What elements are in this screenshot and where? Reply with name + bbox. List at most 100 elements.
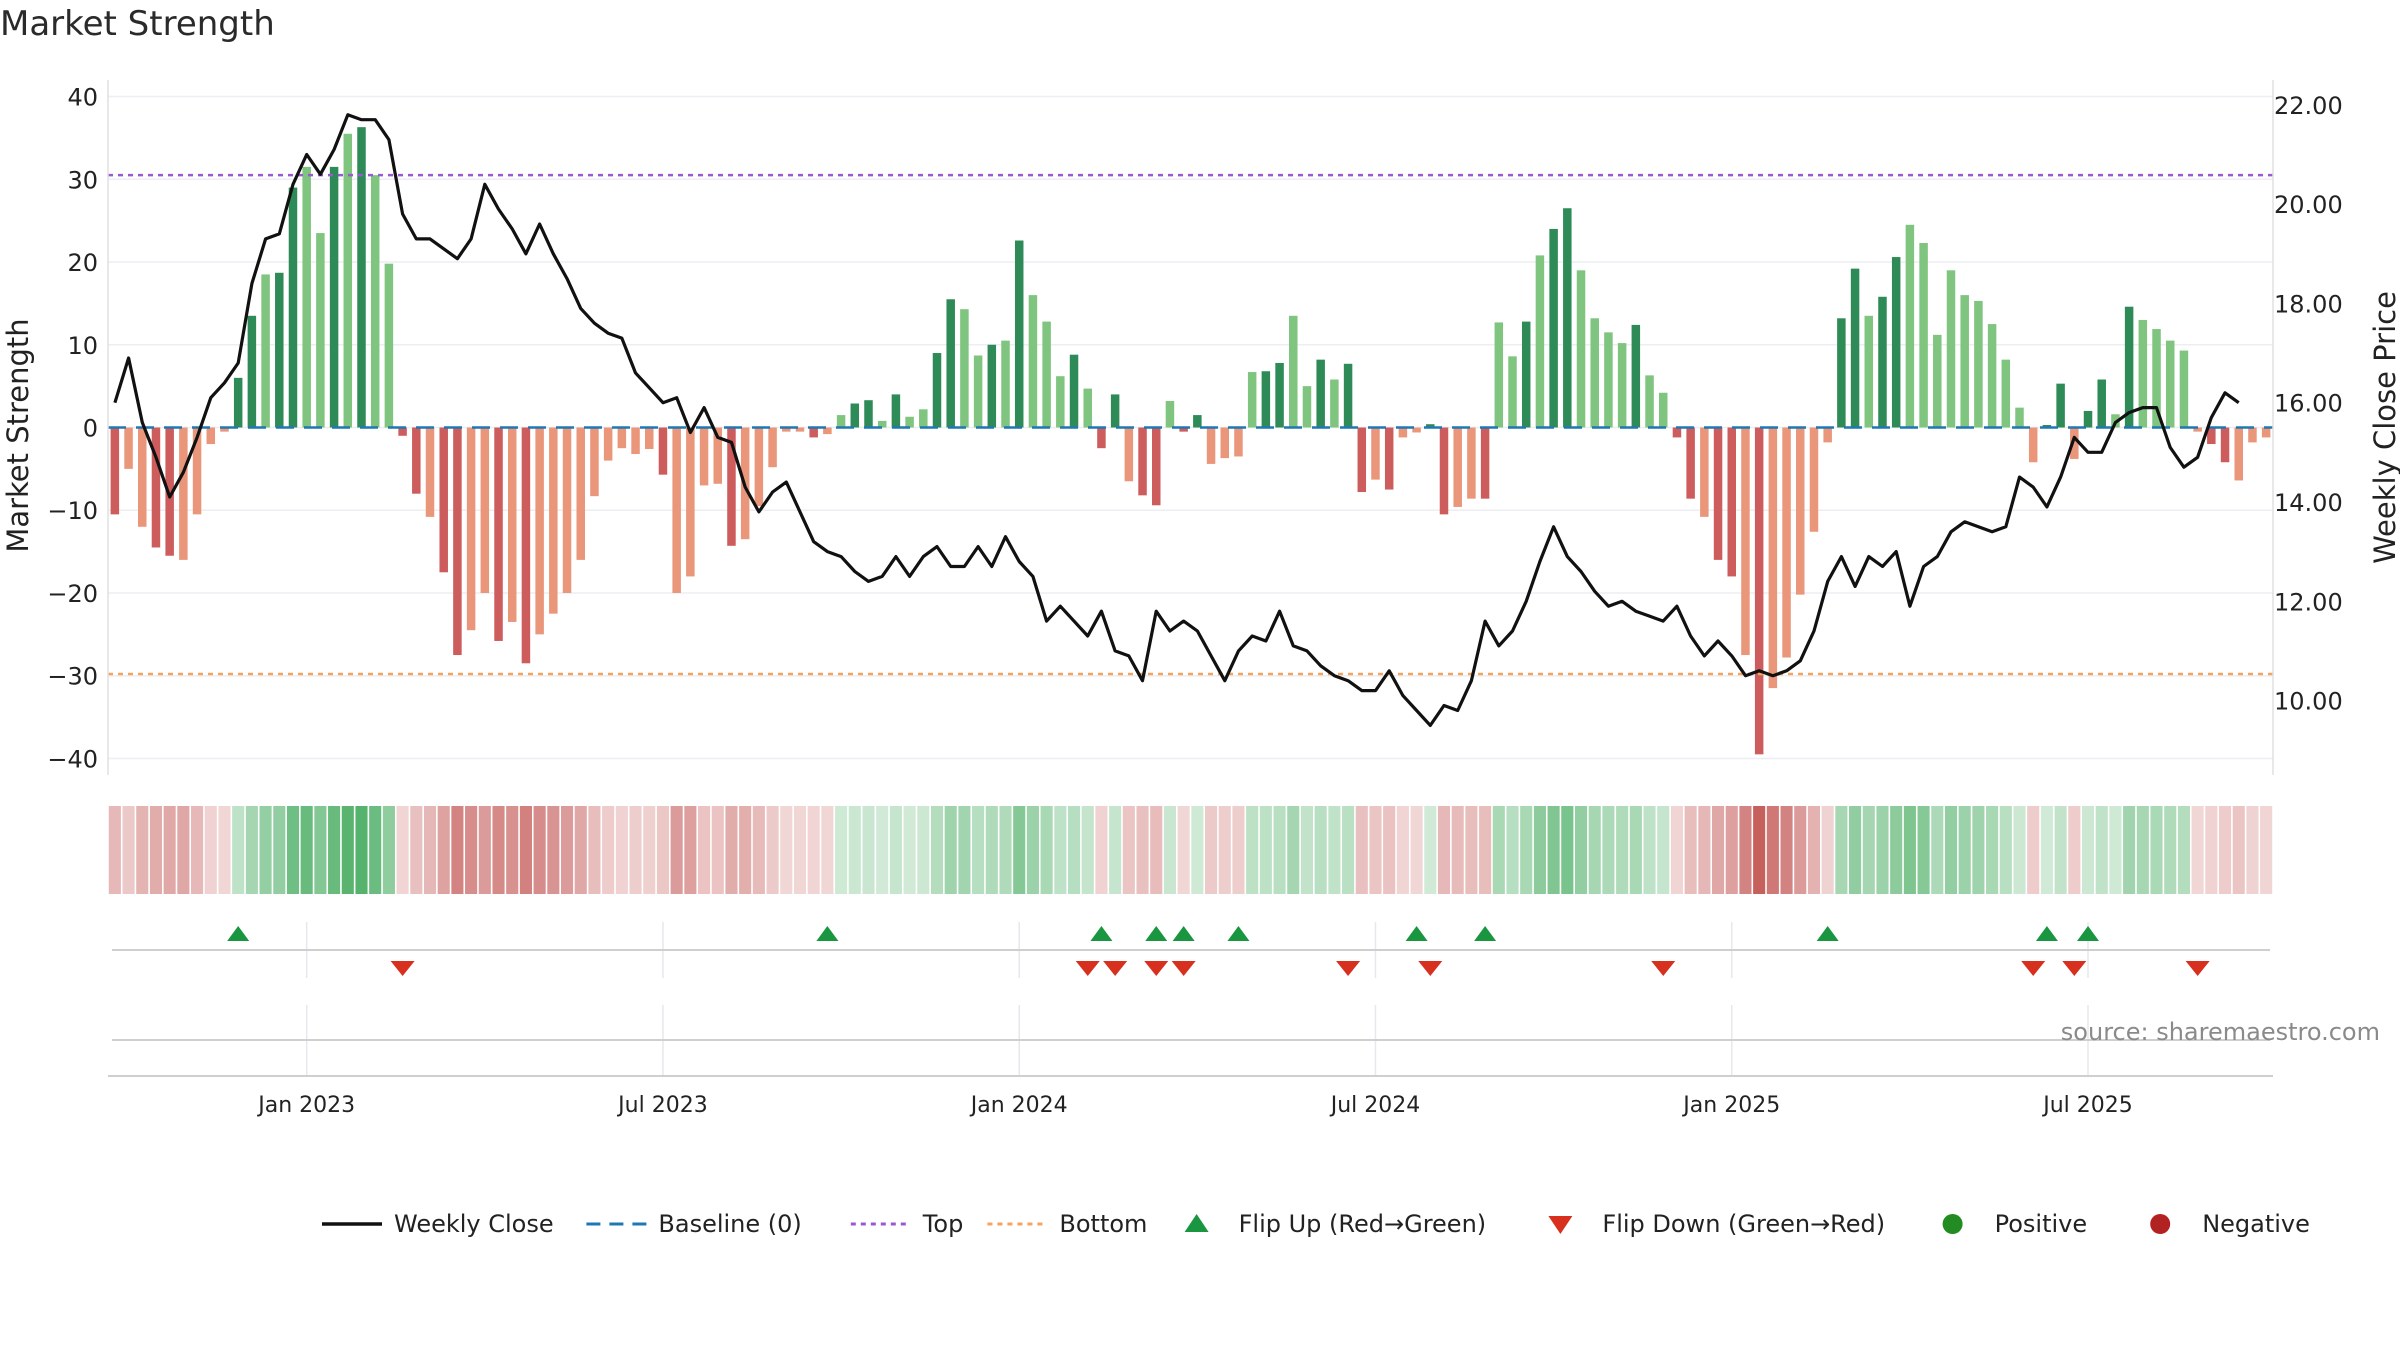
strength-bar: [864, 400, 873, 428]
heat-cell: [1437, 806, 1451, 894]
heat-cell: [1095, 806, 1108, 894]
heat-cell: [273, 806, 286, 894]
heat-cell: [1300, 806, 1314, 894]
heat-cell: [1067, 806, 1081, 894]
strength-bar: [713, 427, 723, 484]
heat-cell: [286, 806, 300, 894]
strength-bar: [590, 427, 599, 497]
strength-bar: [1617, 343, 1627, 428]
right-tick-label: 14.00: [2274, 489, 2343, 517]
right-tick-label: 16.00: [2274, 390, 2343, 418]
heat-cell: [369, 806, 382, 894]
strength-bar: [2193, 427, 2202, 432]
heat-cell: [780, 806, 793, 894]
strength-bar: [1631, 324, 1641, 428]
strength-bar: [494, 427, 503, 641]
strength-bar: [261, 274, 270, 428]
bottom-axis: Jan 2023 Jul 2023 Jan 2024 Jul 2024 Jan 2025…: [108, 1005, 2273, 1118]
heat-cell: [2095, 806, 2108, 894]
heat-cell: [492, 806, 505, 894]
heat-cell: [1629, 806, 1642, 894]
strength-bar: [1042, 321, 1051, 428]
strength-bar: [1220, 427, 1230, 459]
legend-label: Negative: [2202, 1210, 2310, 1238]
heat-cell: [1122, 806, 1135, 894]
left-tick-label: −20: [47, 580, 98, 608]
heat-cell: [2123, 806, 2136, 894]
strength-bar: [1658, 392, 1668, 428]
heat-cell: [2177, 806, 2190, 894]
legend-negative-swatch: [2150, 1214, 2171, 1234]
heat-cell: [1136, 806, 1149, 894]
heat-cell: [2054, 806, 2067, 894]
heat-cell: [752, 806, 765, 894]
strength-bar: [1193, 415, 1202, 428]
strength-bar: [1891, 257, 1901, 428]
strength-bar: [2015, 407, 2024, 428]
flip-up-marker: [1172, 926, 1195, 941]
heat-cell: [1026, 806, 1039, 894]
strength-bar: [1837, 318, 1846, 428]
heat-cell: [1410, 806, 1423, 894]
heat-cell: [1890, 806, 1903, 894]
legend-flip-up-swatch: [1184, 1214, 1209, 1232]
heat-cell: [2164, 806, 2177, 894]
heat-cell: [876, 806, 889, 894]
heat-cell: [958, 806, 971, 894]
strength-bar: [1590, 318, 1599, 428]
legend-label: Baseline (0): [658, 1210, 801, 1238]
heat-cell: [1986, 806, 1999, 894]
date-tick-label: Jan 2023: [256, 1093, 355, 1118]
strength-bar: [179, 427, 188, 560]
flip-down-marker: [1418, 961, 1443, 976]
heat-cell: [547, 806, 560, 894]
heat-cell: [1602, 806, 1615, 894]
date-tick-label: Jul 2025: [2041, 1093, 2133, 1118]
heat-cell: [2068, 806, 2081, 894]
strength-bar: [233, 377, 243, 428]
strength-bar: [1330, 379, 1339, 428]
heat-cell: [643, 806, 656, 894]
heat-cell: [766, 806, 779, 894]
heat-cell: [259, 806, 272, 894]
legend-label: Flip Down (Green→Red): [1602, 1210, 1885, 1238]
heat-cell: [1520, 806, 1533, 894]
flip-up-marker: [1227, 926, 1250, 941]
strength-bar: [1933, 334, 1942, 428]
heat-cell: [930, 806, 944, 894]
heat-cell: [1163, 806, 1176, 894]
legend-label: Positive: [1995, 1210, 2088, 1238]
heat-cell: [560, 806, 574, 894]
strength-bar: [1960, 295, 1969, 428]
strength-bar: [823, 427, 832, 435]
strength-bar: [165, 427, 174, 556]
strength-bar: [891, 394, 901, 428]
strength-bar: [1727, 427, 1736, 577]
strength-bar: [1028, 295, 1038, 428]
heat-cell: [1054, 806, 1067, 894]
strength-bar: [220, 427, 229, 432]
heat-cell: [1191, 806, 1204, 894]
heat-cell: [382, 806, 395, 894]
left-tick-label: 30: [67, 166, 98, 194]
heat-cell: [1479, 806, 1492, 894]
strength-bar: [1371, 427, 1380, 480]
heat-cell: [1383, 806, 1396, 894]
strength-bar: [1508, 356, 1517, 428]
heat-cell: [1150, 806, 1163, 894]
strength-bar: [1672, 427, 1682, 438]
heat-cell: [1246, 806, 1259, 894]
strength-bar: [316, 233, 325, 428]
strength-bar: [110, 427, 120, 515]
heat-cell: [1561, 806, 1574, 894]
strength-bar: [562, 427, 572, 593]
flip-up-marker: [816, 926, 839, 941]
strength-bar: [645, 427, 654, 450]
heat-cell: [478, 806, 491, 894]
flip-down-marker: [1651, 961, 1676, 976]
heat-cell: [1547, 806, 1560, 894]
strength-bar: [2261, 427, 2271, 438]
heat-cell: [1328, 806, 1341, 894]
heat-cell: [1903, 806, 1916, 894]
flip-down-marker: [1144, 961, 1169, 976]
